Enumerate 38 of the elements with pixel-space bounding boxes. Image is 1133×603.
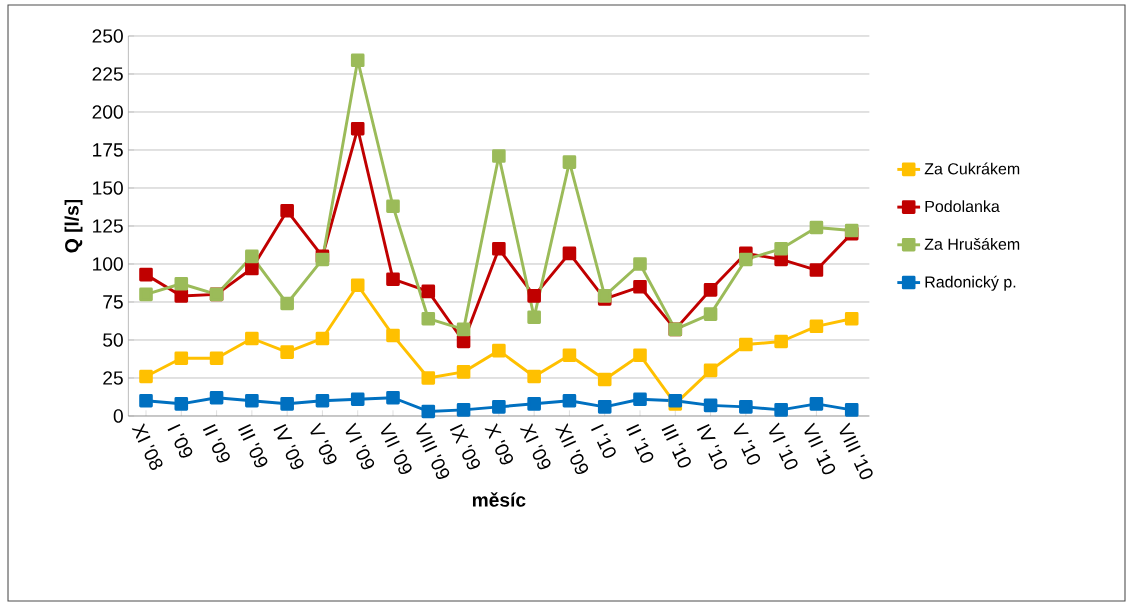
- x-tick-label: I '09: [167, 423, 193, 458]
- x-tick-label: II '10: [626, 423, 654, 463]
- x-tick-label: X '09: [484, 423, 513, 465]
- y-tick-label: 100: [93, 257, 123, 271]
- x-tick-label: VI '09: [345, 422, 375, 470]
- x-tick-label: VII '10: [804, 422, 836, 475]
- y-tick-label: 175: [93, 143, 123, 157]
- y-tick-label: 25: [103, 371, 123, 385]
- x-tick-label: V '09: [310, 422, 337, 465]
- y-tick-label: 250: [92, 29, 123, 43]
- x-tick-label: XII '09: [555, 423, 589, 475]
- legend-label: Za Cukrákem: [924, 162, 1020, 175]
- legend-label: Za Hrušákem: [924, 237, 1020, 250]
- x-tick-label: IX '09: [449, 423, 480, 470]
- x-tick-label: XI '08: [131, 423, 163, 470]
- legend-label: Podolanka: [925, 200, 1000, 213]
- x-tick-label: VIII '09: [416, 422, 450, 479]
- y-tick-label: 50: [103, 333, 123, 347]
- x-tick-label: III '10: [661, 423, 691, 468]
- x-tick-label: II '09: [202, 423, 230, 463]
- x-tick-label: VI '10: [769, 422, 798, 470]
- x-tick-label: VIII '10: [839, 422, 873, 480]
- x-tick-label: IV '10: [696, 423, 728, 470]
- x-tick-label: XI '09: [519, 423, 551, 470]
- x-tick-label: IV '09: [273, 423, 304, 470]
- y-tick-label: 225: [92, 67, 123, 81]
- x-tick-label: V '10: [733, 422, 761, 465]
- y-tick-label: 150: [93, 181, 123, 195]
- y-tick-label: 200: [92, 105, 123, 119]
- legend-label: Radonický p.: [925, 275, 1016, 291]
- x-axis-title: měsíc: [472, 492, 526, 507]
- y-tick-label: 125: [93, 219, 123, 233]
- y-tick-label: 75: [103, 295, 123, 309]
- y-axis-title: Q [l/s]: [64, 199, 83, 253]
- x-tick-label: VII '09: [380, 422, 412, 475]
- x-tick-label: I '10: [591, 423, 616, 458]
- y-tick-label: 0: [113, 409, 123, 423]
- x-tick-label: III '09: [238, 423, 268, 468]
